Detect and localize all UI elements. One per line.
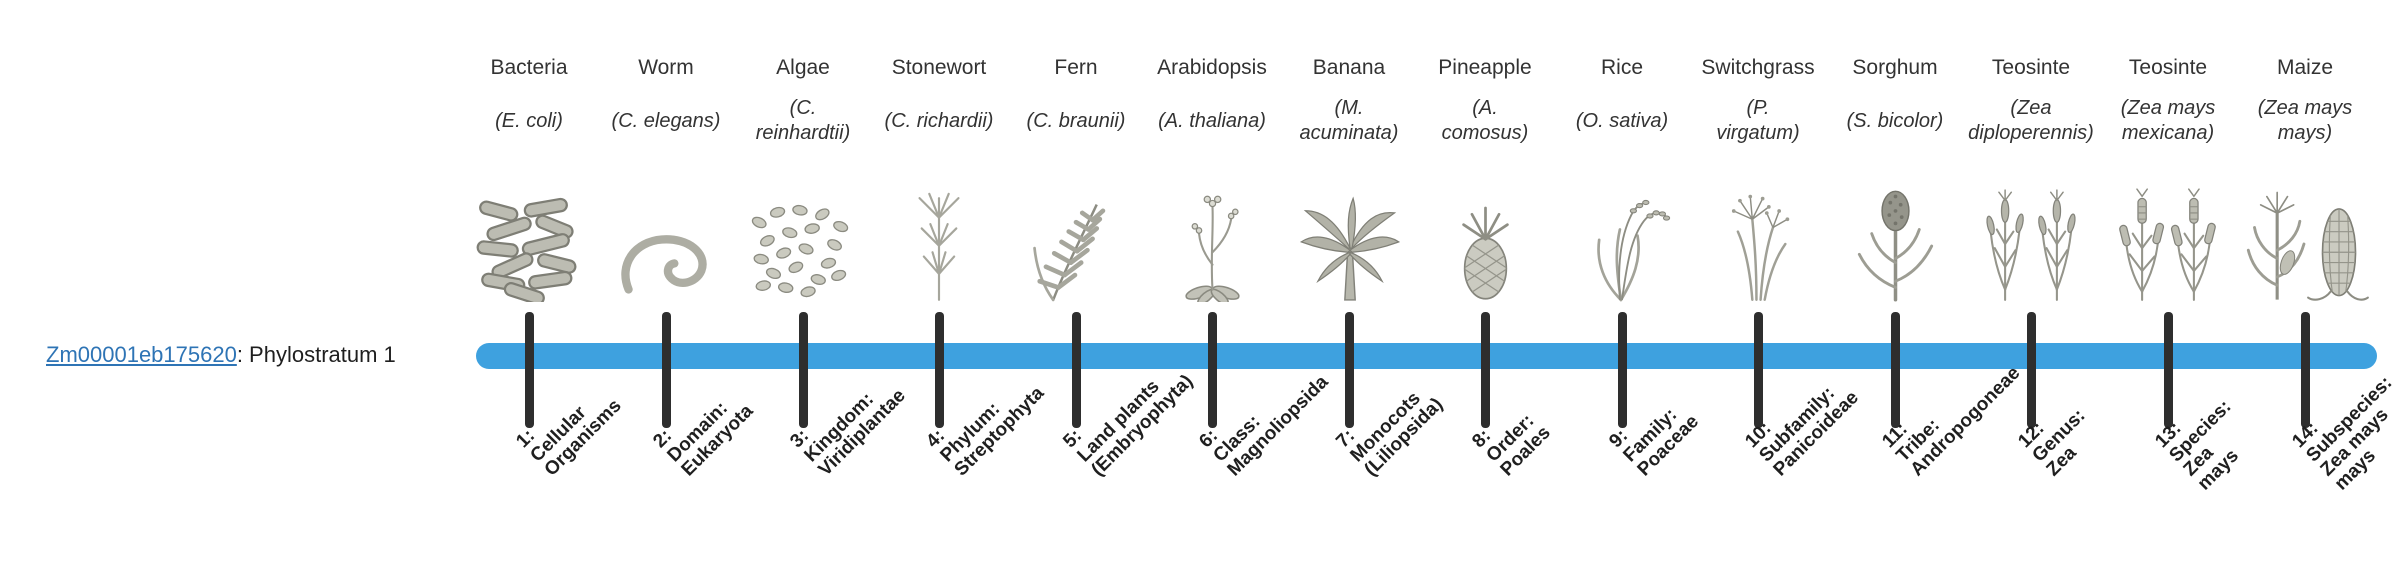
stonewort-icon: [839, 172, 1039, 302]
gene-label: Zm00001eb175620: Phylostratum 1: [46, 342, 396, 368]
arabidopsis-icon: [1112, 172, 1312, 302]
taxon-scientific-name: (S. bicolor): [1846, 109, 1944, 132]
taxon-scientific-name: (C. reinhardtii): [755, 97, 851, 144]
timeline-tick: [1208, 312, 1217, 428]
timeline-tick: [1072, 312, 1081, 428]
timeline-tick: [935, 312, 944, 428]
banana-icon: [1249, 172, 1449, 302]
taxon-scientific-name: (E. coli): [495, 109, 563, 132]
timeline-tick: [799, 312, 808, 428]
teosinte-mexicana-icon: [2068, 172, 2268, 302]
phylostratum-bar: [476, 343, 2377, 369]
taxon-scientific-name: (C. elegans): [611, 109, 721, 132]
taxon-common-name: Rice: [1600, 56, 1643, 79]
taxon-common-name: Sorghum: [1852, 56, 1938, 79]
taxon-common-name: Arabidopsis: [1157, 56, 1267, 79]
taxon-scientific-name: (C. richardii): [884, 109, 994, 132]
taxon-scientific-name: (M. acuminata): [1299, 97, 1399, 144]
taxon-scientific-name: (A. comosus): [1441, 97, 1529, 144]
timeline-tick: [2164, 312, 2173, 428]
rice-icon: [1522, 172, 1722, 302]
pineapple-icon: [1385, 172, 1585, 302]
taxon-common-name: Worm: [638, 56, 694, 79]
maize-icon: [2205, 172, 2400, 302]
timeline-tick: [662, 312, 671, 428]
taxon-common-name: Pineapple: [1438, 56, 1532, 79]
taxon-scientific-name: (Zea diploperennis): [1968, 97, 2094, 144]
taxon-common-name: Maize: [2276, 56, 2334, 79]
taxon-scientific-name: (Zea mays mays): [2257, 97, 2353, 144]
timeline-tick: [2301, 312, 2310, 428]
switchgrass-icon: [1658, 172, 1858, 302]
taxon-scientific-name: (Zea mays mexicana): [2120, 97, 2216, 144]
taxon-common-name: Algae: [776, 56, 830, 79]
timeline-tick: [1481, 312, 1490, 428]
algae-icon: [703, 172, 903, 302]
taxon-common-name: Bacteria: [490, 56, 568, 79]
timeline-tick: [1754, 312, 1763, 428]
taxon-common-name: Stonewort: [891, 56, 987, 79]
timeline-tick: [2027, 312, 2036, 428]
worm-icon: [566, 172, 766, 302]
taxon-common-name: Fern: [1054, 56, 1098, 79]
taxon-common-name: Teosinte: [1991, 56, 2071, 79]
taxon-scientific-name: (C. braunii): [1026, 109, 1126, 132]
fern-icon: [976, 172, 1176, 302]
timeline-tick: [1345, 312, 1354, 428]
phylostratum-text: : Phylostratum 1: [236, 342, 396, 367]
timeline-tick: [525, 312, 534, 428]
sorghum-icon: [1795, 172, 1995, 302]
taxon-scientific-name: (P. virgatum): [1716, 97, 1800, 144]
taxon-common-name: Banana: [1312, 56, 1386, 79]
bacteria-icon: [429, 172, 629, 302]
timeline-tick: [1618, 312, 1627, 428]
taxon-common-name: Switchgrass: [1701, 56, 1815, 79]
gene-link[interactable]: Zm00001eb175620: [46, 342, 237, 367]
taxon-scientific-name: (O. sativa): [1575, 109, 1669, 132]
teosinte-diploperennis-icon: [1931, 172, 2131, 302]
taxon-common-name: Teosinte: [2128, 56, 2208, 79]
timeline-tick: [1891, 312, 1900, 428]
taxon-scientific-name: (A. thaliana): [1158, 109, 1266, 132]
